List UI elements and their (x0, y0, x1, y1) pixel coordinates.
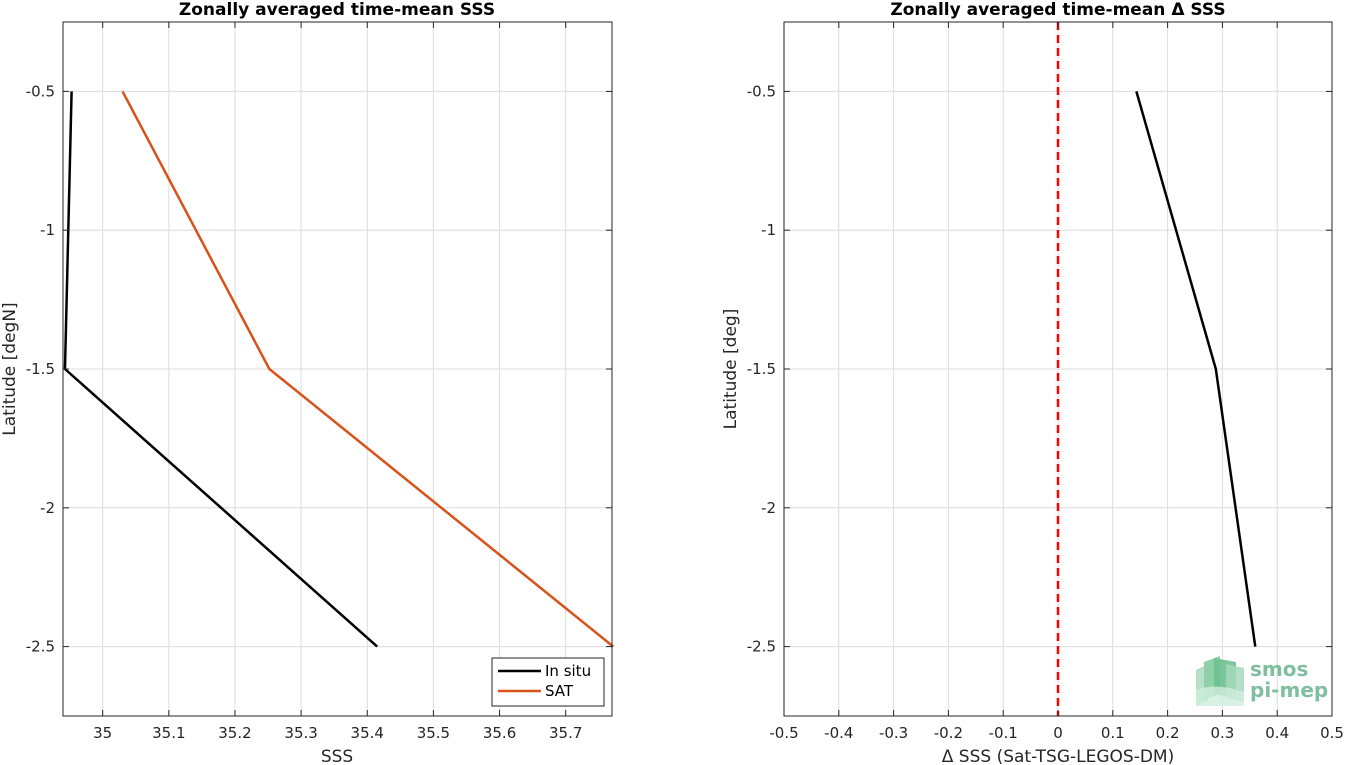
left-x-tick-label: 35 (93, 724, 112, 742)
right-x-tick-label: -0.2 (934, 724, 963, 742)
right-y-tick-label: -1.5 (747, 360, 776, 378)
left-x-tick-label: 35.3 (284, 724, 317, 742)
right-y-tick-label: -1 (761, 221, 776, 239)
right-x-tick-label: 0.2 (1156, 724, 1180, 742)
left-y-tick-label: -1.5 (26, 360, 55, 378)
right-series-group (1135, 91, 1257, 647)
left-x-tick-label: 35.7 (549, 724, 582, 742)
right-series-line-series-0 (1135, 91, 1257, 647)
logo-text-line2: pi-mep (1250, 678, 1328, 702)
right-x-tick-label: -0.4 (824, 724, 853, 742)
right-ticks: -0.5 -0.4 -0.3 -0.2 -0.1 0 0.1 0.2 0.3 0.4 0.5 -0.5… (747, 22, 1344, 742)
left-grid (63, 22, 612, 716)
legend-label-sat: SAT (545, 682, 574, 700)
left-y-tick-label: -2.5 (26, 638, 55, 656)
left-chart-title: Zonally averaged time-mean SSS (179, 0, 495, 20)
left-x-tick-label: 35.4 (351, 724, 384, 742)
left-series-line-sat (121, 90, 615, 648)
left-y-tick-label: -0.5 (26, 82, 55, 100)
right-y-tick-label: -2.5 (747, 638, 776, 656)
right-y-tick-label: -0.5 (747, 82, 776, 100)
right-x-tick-label: 0.4 (1265, 724, 1289, 742)
right-chart-title: Zonally averaged time-mean Δ SSS (890, 0, 1225, 20)
logo-mark-icon (1196, 656, 1244, 706)
left-ticks: 35 35.1 35.2 35.3 35.4 35.5 35.6 35.7 -0.5 -1 -1.5… (26, 22, 612, 742)
left-y-axis-label: Latitude [degN] (0, 302, 20, 435)
legend-label-in-situ: In situ (545, 662, 591, 680)
right-x-axis-label: Δ SSS (Sat-TSG-LEGOS-DM) (942, 747, 1174, 765)
right-x-tick-label: -0.1 (989, 724, 1018, 742)
left-y-tick-label: -1 (40, 221, 55, 239)
right-x-tick-label: 0.3 (1210, 724, 1234, 742)
left-y-tick-label: -2 (40, 499, 55, 517)
right-x-tick-label: 0 (1053, 724, 1063, 742)
right-panel: -0.5 -0.4 -0.3 -0.2 -0.1 0 0.1 0.2 0.3 0.4 0.5 -0.5… (721, 0, 1344, 765)
smos-pi-mep-logo: smos pi-mep (1196, 656, 1328, 706)
legend: In situ SAT (491, 657, 605, 707)
right-x-tick-label: 0.5 (1320, 724, 1344, 742)
logo-text-line1: smos (1250, 657, 1308, 681)
right-y-axis-label: Latitude [deg] (721, 309, 741, 430)
left-x-axis-label: SSS (321, 747, 353, 765)
left-x-tick-label: 35.5 (417, 724, 450, 742)
right-y-tick-label: -2 (761, 499, 776, 517)
right-x-tick-label: -0.3 (879, 724, 908, 742)
left-x-tick-label: 35.6 (483, 724, 516, 742)
legend-box (491, 657, 605, 707)
right-x-tick-label: -0.5 (769, 724, 798, 742)
left-x-tick-label: 35.2 (218, 724, 251, 742)
left-x-tick-label: 35.1 (152, 724, 185, 742)
right-x-tick-label: 0.1 (1101, 724, 1125, 742)
left-panel: 35 35.1 35.2 35.3 35.4 35.5 35.6 35.7 -0.5 -1 -1.5… (0, 0, 615, 765)
